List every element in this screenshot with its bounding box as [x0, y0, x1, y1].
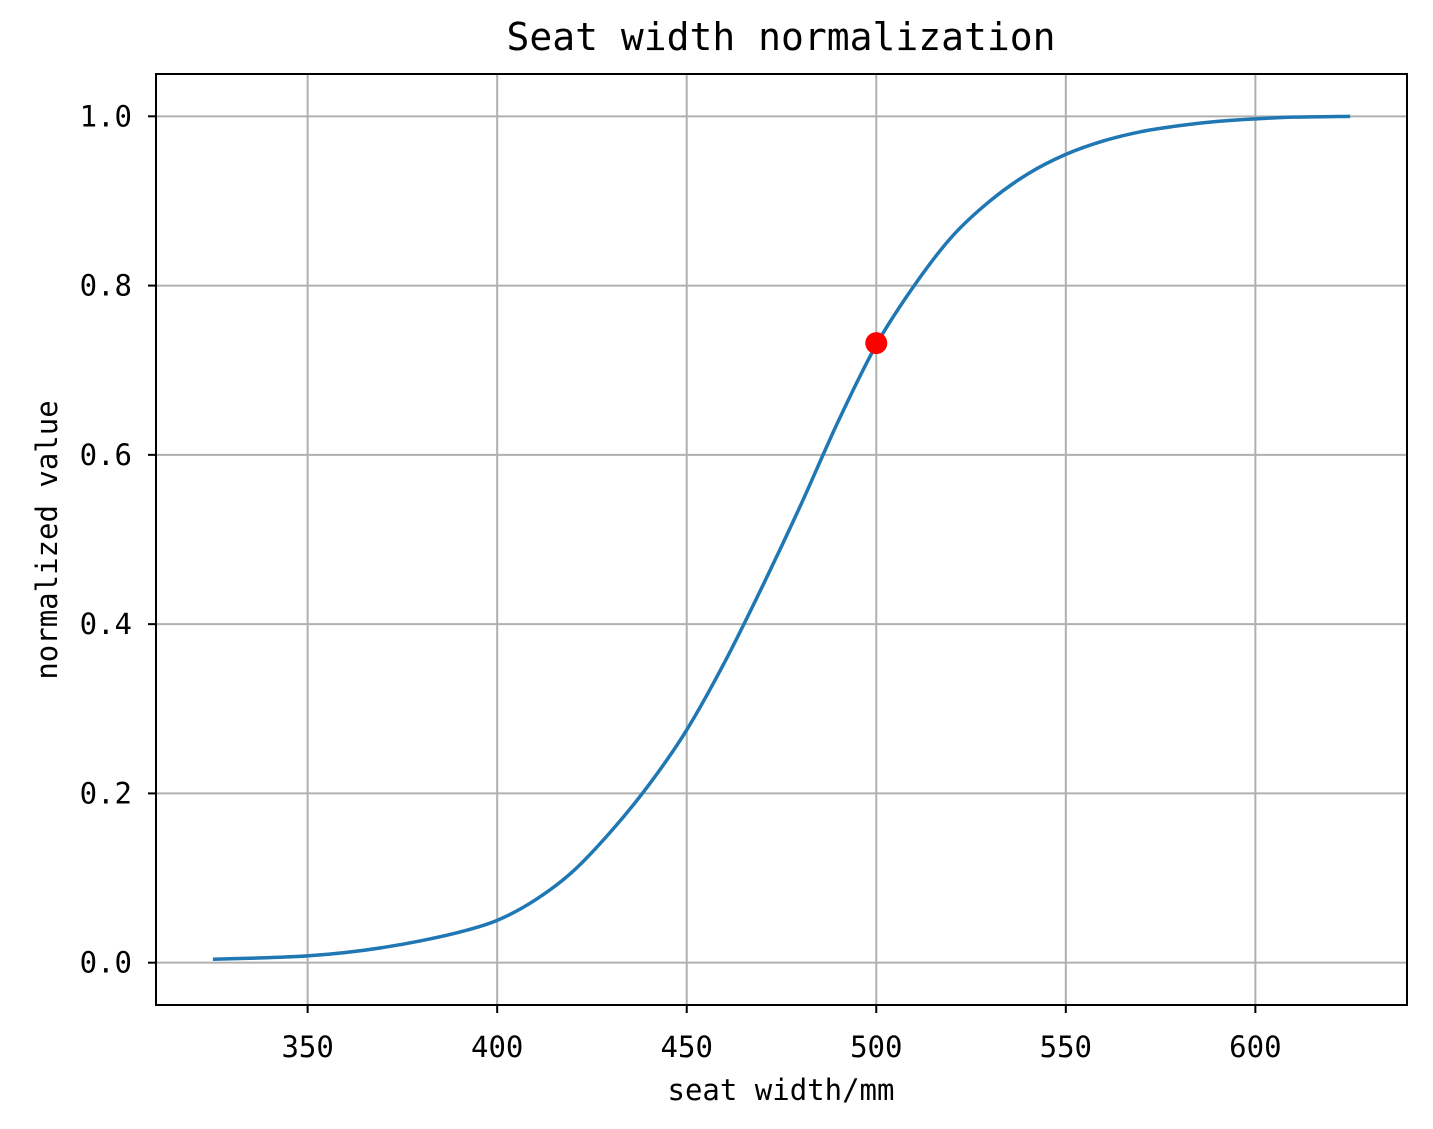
x-tick-label: 500: [850, 1030, 902, 1064]
y-axis-label: normalized value: [30, 400, 64, 679]
x-axis-label: seat width/mm: [668, 1073, 895, 1107]
y-tick-label: 0.4: [80, 607, 132, 641]
series-line: [212, 114, 1351, 962]
y-tick-label: 0.0: [80, 946, 132, 980]
grid: [156, 74, 1407, 1005]
series-layer: [212, 114, 1351, 962]
x-tick-label: 550: [1040, 1030, 1092, 1064]
highlight-point: [865, 332, 888, 355]
y-tick-label: 1.0: [80, 99, 132, 133]
y-tick-label: 0.6: [80, 438, 132, 472]
y-tick-label: 0.2: [80, 776, 132, 810]
x-tick-label: 350: [281, 1030, 333, 1064]
y-tick-label: 0.8: [80, 269, 132, 303]
x-tick-label: 600: [1229, 1030, 1281, 1064]
x-tick-label: 450: [661, 1030, 713, 1064]
x-tick-label: 400: [471, 1030, 523, 1064]
chart-title: Seat width normalization: [506, 15, 1055, 59]
plot-frame: [155, 73, 1408, 1006]
axis-ticks: 350 400 450 500 550 600 0.0 0.2 0.4 0.6 0.8 1.0: [80, 99, 1282, 1064]
